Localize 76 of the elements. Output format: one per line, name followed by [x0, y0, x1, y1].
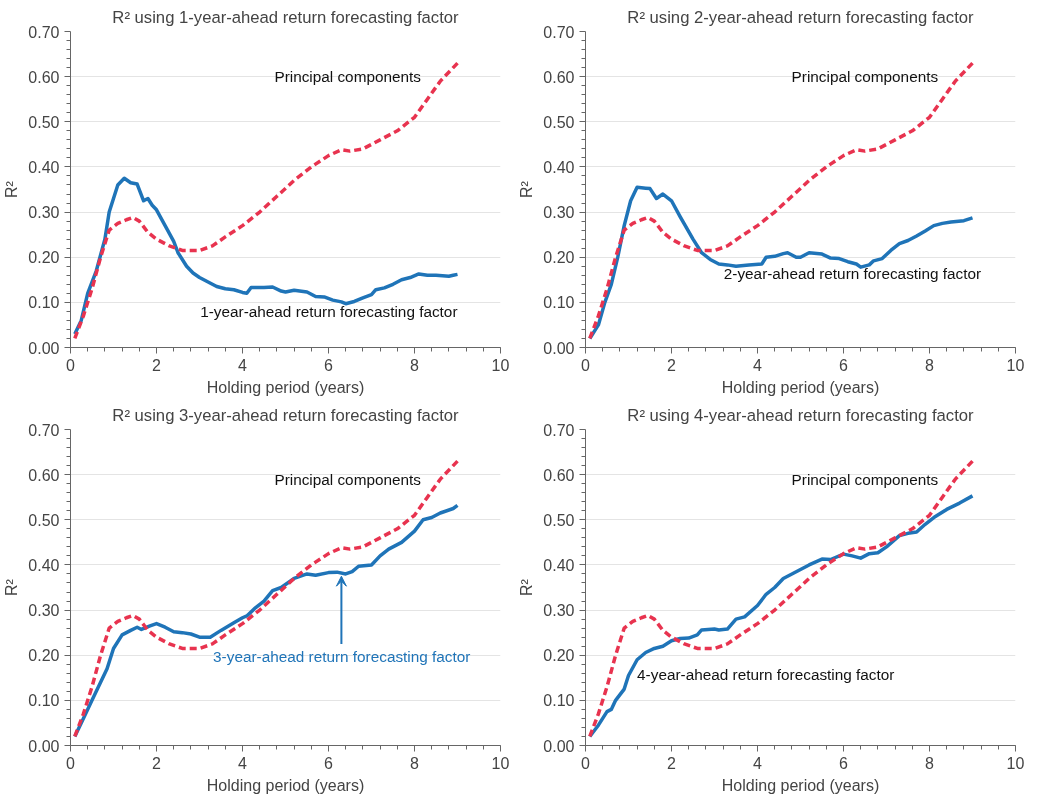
x-tick-label: 10 — [491, 356, 510, 374]
y-tick-label: 0.60 — [543, 68, 575, 86]
y-tick-label: 0.50 — [28, 511, 60, 529]
y-tick-label: 0.50 — [28, 113, 60, 131]
y-tick-label: 0.00 — [543, 737, 575, 755]
x-tick-label: 8 — [925, 356, 935, 374]
y-tick-label: 0.60 — [28, 68, 60, 86]
y-axis-title: R² — [518, 578, 536, 596]
x-tick-label: 0 — [581, 356, 591, 374]
y-tick-label: 0.30 — [543, 602, 575, 620]
y-axis-title: R² — [518, 180, 536, 198]
y-tick-label: 0.10 — [28, 692, 60, 710]
series-label: Principal components — [791, 68, 939, 86]
y-tick-label: 0.70 — [28, 421, 60, 439]
y-tick-label: 0.60 — [543, 466, 575, 484]
x-tick-label: 8 — [410, 356, 420, 374]
y-tick-label: 0.40 — [28, 556, 60, 574]
chart-title: R² using 3-year-ahead return forecasting factor — [112, 405, 460, 425]
y-tick-label: 0.30 — [28, 204, 60, 222]
y-tick-label: 0.20 — [543, 647, 575, 665]
y-tick-label: 0.40 — [543, 158, 575, 176]
series-label: 4-year-ahead return forecasting factor — [637, 665, 895, 683]
y-tick-label: 0.40 — [543, 556, 575, 574]
y-tick-label: 0.00 — [543, 339, 575, 357]
x-axis-title: Holding period (years) — [721, 776, 880, 794]
x-tick-label: 6 — [324, 754, 334, 772]
y-tick-label: 0.20 — [543, 249, 575, 267]
y-tick-label: 0.20 — [28, 647, 60, 665]
y-tick-label: 0.60 — [28, 466, 60, 484]
y-tick-label: 0.20 — [28, 249, 60, 267]
y-tick-label: 0.10 — [543, 692, 575, 710]
x-tick-label: 4 — [753, 754, 763, 772]
y-tick-label: 0.00 — [28, 339, 60, 357]
x-tick-label: 8 — [410, 754, 420, 772]
y-tick-label: 0.50 — [543, 511, 575, 529]
y-tick-label: 0.00 — [28, 737, 60, 755]
y-tick-label: 0.70 — [28, 23, 60, 41]
series-label: 2-year-ahead return forecasting factor — [723, 264, 982, 282]
y-tick-label: 0.10 — [543, 294, 575, 312]
x-tick-label: 8 — [925, 754, 935, 772]
x-tick-label: 0 — [581, 754, 591, 772]
x-tick-label: 10 — [1006, 356, 1025, 374]
series-label: 1-year-ahead return forecasting factor — [200, 302, 458, 320]
x-tick-label: 4 — [238, 754, 248, 772]
x-tick-label: 6 — [839, 356, 849, 374]
y-tick-label: 0.70 — [543, 23, 575, 41]
x-tick-label: 0 — [66, 356, 76, 374]
chart-title: R² using 2-year-ahead return forecasting factor — [627, 7, 975, 27]
x-axis-title: Holding period (years) — [206, 776, 365, 794]
chart-title: R² using 1-year-ahead return forecasting factor — [112, 7, 460, 27]
y-tick-label: 0.10 — [28, 294, 60, 312]
x-tick-label: 2 — [667, 356, 677, 374]
x-tick-label: 2 — [152, 356, 162, 374]
y-tick-label: 0.70 — [543, 421, 575, 439]
series-label: Principal components — [791, 470, 939, 488]
y-tick-label: 0.30 — [543, 204, 575, 222]
x-axis-title: Holding period (years) — [206, 378, 365, 396]
x-tick-label: 10 — [1006, 754, 1025, 772]
chart-title: R² using 4-year-ahead return forecasting factor — [627, 405, 975, 425]
x-tick-label: 4 — [238, 356, 248, 374]
x-tick-label: 4 — [753, 356, 763, 374]
y-tick-label: 0.30 — [28, 602, 60, 620]
series-label: Principal components — [274, 470, 422, 488]
series-label: Principal components — [274, 68, 422, 86]
y-tick-label: 0.40 — [28, 158, 60, 176]
y-axis-title: R² — [3, 180, 21, 198]
x-tick-label: 2 — [667, 754, 677, 772]
y-axis-title: R² — [3, 578, 21, 596]
series-label: 3-year-ahead return forecasting factor — [213, 647, 471, 665]
x-tick-label: 0 — [66, 754, 76, 772]
x-tick-label: 2 — [152, 754, 162, 772]
x-tick-label: 6 — [324, 356, 334, 374]
x-tick-label: 6 — [839, 754, 849, 772]
x-tick-label: 10 — [491, 754, 510, 772]
x-axis-title: Holding period (years) — [721, 378, 880, 396]
y-tick-label: 0.50 — [543, 113, 575, 131]
